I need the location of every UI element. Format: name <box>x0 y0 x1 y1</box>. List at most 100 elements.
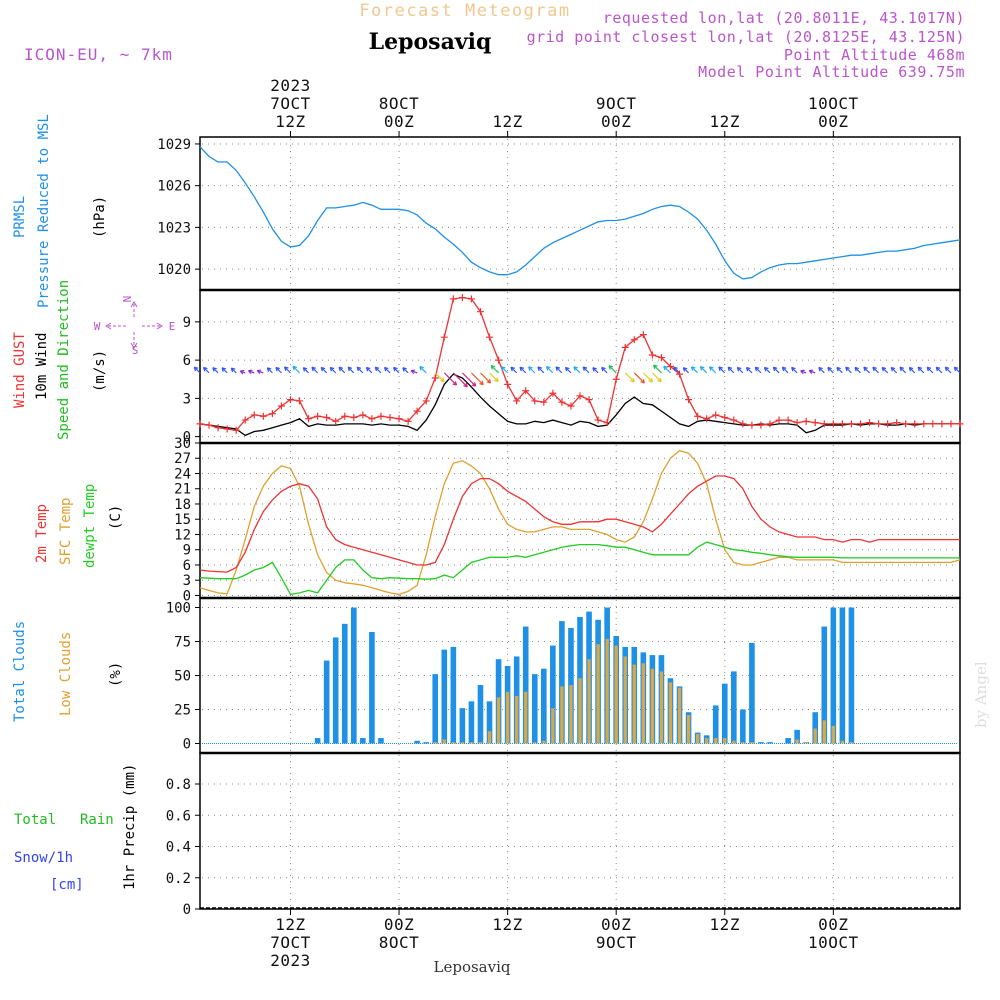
precip-rain-label: Rain <box>80 812 114 828</box>
wind-arrow-shaft <box>582 366 590 374</box>
gust-marker <box>196 420 204 428</box>
low-cloud-bar <box>822 720 826 744</box>
gust-marker <box>621 343 629 351</box>
wind-arrow-head <box>699 366 705 371</box>
wind-arrow <box>592 367 599 374</box>
time-label: 2023 <box>270 76 311 95</box>
wind-arrow-head <box>791 366 796 372</box>
total-cloud-bar <box>721 683 728 744</box>
gust-marker <box>223 425 231 433</box>
low-cloud-bar <box>813 728 817 744</box>
low-cloud-bar <box>831 725 836 744</box>
wind-arrow <box>624 372 635 383</box>
wind-arrow-head <box>402 367 407 372</box>
wind-arrow-head <box>266 367 272 372</box>
wind-arrow <box>908 366 916 374</box>
wind-arrow-head <box>763 366 769 372</box>
wind-arrow-shaft <box>537 366 545 374</box>
wind-arrow <box>772 366 780 374</box>
gust-marker <box>884 420 892 428</box>
y-tick-label: 21 <box>174 482 191 498</box>
wind-arrow <box>854 366 861 374</box>
wind-arrow-shaft <box>284 366 291 374</box>
gust-marker <box>241 416 249 424</box>
wind-arrow-shaft <box>528 366 536 374</box>
gust-marker <box>902 420 910 428</box>
gust-marker <box>748 421 756 429</box>
gust-marker <box>585 396 593 404</box>
gust-marker <box>603 419 611 427</box>
gust-marker <box>956 420 964 428</box>
wind-arrow <box>718 366 726 374</box>
total-cloud-bar <box>423 742 429 744</box>
low-cloud-bar <box>587 659 591 744</box>
gust-marker <box>820 420 828 428</box>
low-cloud-bar <box>623 656 627 744</box>
wind-arrow <box>836 366 843 374</box>
sfc-label: SFC Temp <box>58 498 74 565</box>
wind-arrow-head <box>899 366 905 372</box>
wind-arrow <box>791 366 798 374</box>
gust-marker <box>730 416 738 424</box>
low-cloud-bar <box>442 739 446 744</box>
wind-arrow <box>642 372 653 383</box>
wind-arrow-head <box>292 365 298 371</box>
time-label: 10OCT <box>808 933 859 952</box>
low-cloud-bar <box>695 733 700 744</box>
y-tick-label: 25 <box>174 702 191 718</box>
wind-arrow-head <box>800 369 805 375</box>
wind-arrow <box>863 366 870 374</box>
wind-arrow-shaft <box>881 367 889 374</box>
sfc-temp-line <box>199 449 961 596</box>
total-cloud-bar <box>767 742 773 744</box>
wind-arrow-shaft <box>565 367 572 374</box>
wind-arrow-head <box>452 381 458 386</box>
wind-arrow-head <box>193 366 199 372</box>
y-tick-label: 0.6 <box>166 808 191 824</box>
pressure-unit: (hPa) <box>92 196 108 238</box>
wind-arrow-shaft <box>329 367 337 374</box>
wind10-line <box>199 373 960 437</box>
wind-unit: (m/s) <box>92 350 108 392</box>
wind-arrow-head <box>781 366 787 372</box>
time-label: 10OCT <box>808 94 859 113</box>
wind-arrow <box>899 366 907 374</box>
wind-arrow <box>608 365 617 374</box>
total-cloud-bar <box>477 685 484 744</box>
wind-arrow-shaft <box>510 366 518 374</box>
wind-arrow-head <box>754 366 760 372</box>
low-cloud-bar <box>714 738 718 744</box>
compass-rose: N S W E <box>94 296 176 357</box>
y-tick-label: 1020 <box>157 262 191 278</box>
gust-marker <box>476 308 484 316</box>
wind-arrow <box>320 366 328 374</box>
total-cloud-bar <box>839 607 846 744</box>
time-label: 7OCT <box>270 933 311 952</box>
gust-marker <box>341 412 349 420</box>
wind-arrow-head <box>537 366 542 372</box>
low-cloud-bar <box>578 678 582 744</box>
time-label: 12Z <box>275 915 305 934</box>
wind-arrow-shaft <box>653 364 662 374</box>
wind-arrow-shaft <box>754 366 762 374</box>
gust-marker <box>332 417 340 425</box>
gust-marker <box>630 336 638 344</box>
wind-arrow <box>917 366 925 374</box>
gust-marker <box>920 420 928 428</box>
wind-arrow-shaft <box>347 366 355 374</box>
low-cloud-bar <box>569 685 573 744</box>
total-cloud-bar <box>812 712 819 744</box>
wind-arrow-shaft <box>374 366 382 374</box>
wind-arrow <box>633 372 645 384</box>
wind-arrow-head <box>564 366 570 372</box>
total-cloud-bar <box>450 646 457 744</box>
low-cloud-bar <box>677 687 682 744</box>
wind-arrow <box>329 366 337 374</box>
wind-arrow <box>709 366 717 374</box>
wind-arrow <box>383 366 391 374</box>
gust-marker <box>350 414 358 421</box>
panel-frame-precip <box>199 752 961 910</box>
wind-arrow <box>443 372 458 386</box>
wind-arrow <box>500 366 509 374</box>
